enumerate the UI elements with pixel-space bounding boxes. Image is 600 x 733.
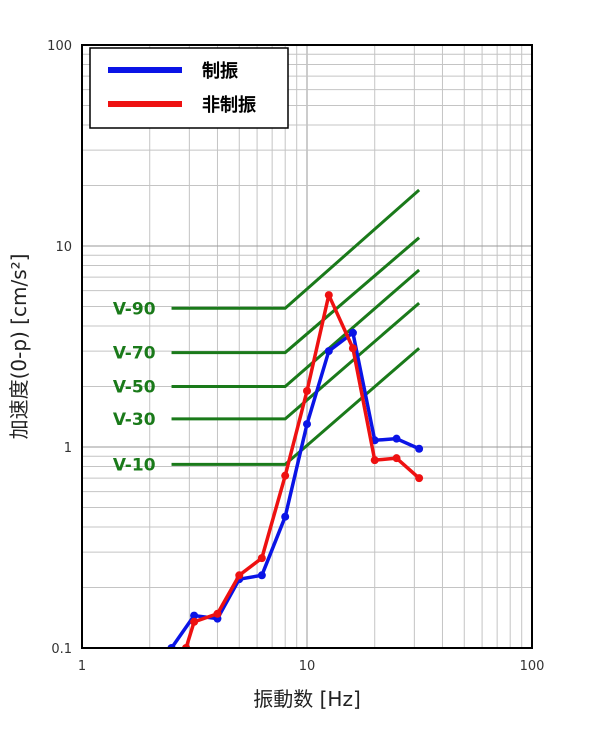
data-point	[348, 344, 357, 353]
legend: 制振 非制振	[89, 47, 289, 129]
reference-curve-v-50	[171, 268, 421, 388]
data-point	[324, 291, 333, 300]
data-point	[257, 571, 266, 580]
reference-label-v-70: V-70	[113, 344, 156, 364]
data-point	[415, 474, 424, 483]
y-tick-label: 1	[64, 441, 72, 456]
data-point	[303, 420, 311, 429]
data-point	[392, 434, 401, 443]
x-tick-label: 10	[299, 659, 316, 674]
data-point	[392, 454, 401, 463]
x-tick-label: 1	[78, 659, 86, 674]
reference-label-v-50: V-50	[113, 377, 156, 397]
reference-label-v-30: V-30	[113, 410, 156, 430]
data-point	[303, 386, 311, 395]
y-axis-label: 加速度(0-p) [cm/s²]	[7, 254, 31, 440]
y-tick-label: 0.1	[51, 642, 72, 657]
data-point	[190, 611, 199, 620]
reference-curves: V-90 V-70 V-50 V-30 V-10	[113, 188, 421, 475]
data-point	[348, 328, 357, 337]
legend-box	[89, 47, 289, 129]
reference-curve-v-70	[171, 236, 421, 355]
reference-label-v-90: V-90	[113, 299, 156, 319]
reference-curve-v-30	[171, 301, 421, 421]
y-tick-label: 10	[55, 240, 72, 255]
plot-border	[81, 44, 533, 649]
data-point	[324, 347, 333, 356]
series-undamped	[182, 291, 424, 648]
tick-labels: 1 10 100 0.1 1 10 100	[47, 39, 544, 674]
reference-curve-v-90	[171, 188, 421, 310]
data-point	[235, 571, 244, 580]
y-tick-label: 100	[47, 39, 72, 54]
data-point	[257, 554, 266, 563]
data-series	[167, 291, 424, 648]
reference-label-v-10: V-10	[113, 455, 156, 475]
data-point	[370, 456, 379, 465]
data-point	[213, 609, 222, 618]
data-point	[190, 617, 199, 626]
data-point	[415, 444, 424, 453]
grid	[82, 45, 532, 648]
data-point	[281, 471, 290, 480]
legend-label-damped: 制振	[202, 60, 238, 82]
data-point	[281, 512, 290, 521]
reference-curve-v-10	[171, 347, 421, 466]
legend-label-undamped: 非制振	[202, 94, 256, 116]
x-tick-label: 100	[520, 659, 545, 674]
x-axis-label: 振動数 [Hz]	[253, 687, 361, 711]
